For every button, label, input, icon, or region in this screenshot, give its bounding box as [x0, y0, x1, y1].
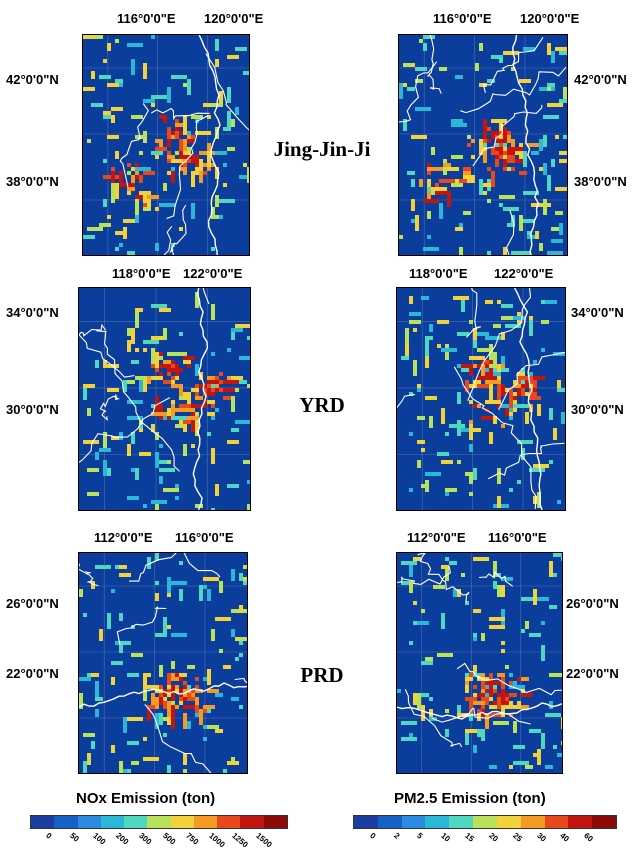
colorbar-swatch	[100, 816, 125, 828]
map-svg	[83, 35, 249, 255]
nox-colorbar	[30, 815, 288, 829]
colorbar-swatch	[31, 816, 55, 828]
colorbar-tick-label: 20	[487, 831, 500, 844]
emission-map	[78, 552, 248, 774]
colorbar-tick-label: 5	[415, 831, 425, 841]
emission-map	[396, 287, 566, 511]
map-svg	[79, 553, 247, 773]
lon-label: 116°0'0"E	[175, 530, 234, 545]
nox-colorbar-title: NOx Emission (ton)	[76, 790, 216, 807]
colorbar-tick-label: 2	[391, 831, 402, 841]
colorbar-swatch	[263, 816, 287, 828]
colorbar-swatch	[592, 816, 616, 828]
lat-label: 34°0'0"N	[6, 305, 59, 320]
colorbar-swatch	[473, 816, 497, 828]
lat-label: 42°0'0"N	[6, 72, 59, 87]
colorbar-swatch	[77, 816, 101, 828]
colorbar-tick-label: 300	[137, 831, 154, 847]
lat-label: 22°0'0"N	[566, 666, 619, 681]
nox-colorbar-ticks: 0 50 100 200 300 500 750 1000 1250 1500	[30, 829, 286, 853]
colorbar-swatch	[354, 816, 378, 828]
colorbar-swatch	[496, 816, 521, 828]
lon-label: 120°0'0"E	[204, 11, 264, 26]
map-svg	[79, 288, 250, 510]
lat-label: 26°0'0"N	[566, 596, 619, 611]
lon-label: 122°0'0"E	[494, 266, 554, 281]
colorbar-tick-label: 500	[160, 831, 177, 847]
colorbar-swatch	[170, 816, 194, 828]
colorbar-swatch	[425, 816, 450, 828]
colorbar-tick-label: 750	[184, 831, 201, 847]
colorbar-swatch	[449, 816, 474, 828]
pm25-colorbar-ticks: 0 2 5 10 15 20 25 30 40 60	[353, 829, 615, 853]
lat-label: 30°0'0"N	[571, 402, 624, 417]
lon-label: 112°0'0"E	[94, 530, 153, 545]
colorbar-tick-label: 0	[368, 831, 378, 841]
colorbar-tick-label: 25	[510, 831, 524, 844]
colorbar-tick-label: 1250	[230, 831, 251, 850]
colorbar-swatch	[124, 816, 148, 828]
colorbar-swatch	[568, 816, 593, 828]
emission-map	[396, 552, 563, 774]
emission-map	[78, 287, 251, 511]
colorbar-swatch	[377, 816, 402, 828]
lon-label: 116°0'0"E	[117, 11, 176, 26]
emission-map	[82, 34, 250, 256]
lat-label: 22°0'0"N	[6, 666, 59, 681]
pm25-colorbar	[353, 815, 617, 829]
colorbar-swatch	[520, 816, 545, 828]
colorbar-tick-label: 40	[558, 831, 572, 844]
map-svg	[399, 35, 567, 255]
lon-label: 118°0'0"E	[112, 266, 171, 281]
colorbar-tick-label: 30	[534, 831, 548, 844]
colorbar-swatch	[401, 816, 426, 828]
emission-map	[398, 34, 568, 256]
colorbar-swatch	[240, 816, 264, 828]
lat-label: 26°0'0"N	[6, 596, 59, 611]
region-label-yrd: YRD	[299, 393, 345, 417]
colorbar-tick-label: 60	[582, 831, 595, 844]
colorbar-swatch	[193, 816, 218, 828]
lon-label: 116°0'0"E	[488, 530, 547, 545]
colorbar-tick-label: 0	[44, 831, 54, 841]
lon-label: 118°0'0"E	[409, 266, 468, 281]
colorbar-tick-label: 200	[114, 831, 131, 847]
lat-label: 38°0'0"N	[6, 174, 59, 189]
colorbar-tick-label: 1500	[253, 831, 274, 850]
lon-label: 120°0'0"E	[520, 11, 580, 26]
colorbar-tick-label: 15	[463, 831, 476, 844]
lat-label: 42°0'0"N	[574, 72, 627, 87]
colorbar-tick-label: 50	[67, 831, 81, 844]
lon-label: 112°0'0"E	[407, 530, 466, 545]
colorbar-swatch	[544, 816, 569, 828]
pm25-colorbar-title: PM2.5 Emission (ton)	[394, 790, 546, 807]
colorbar-tick-label: 1000	[207, 831, 227, 850]
lat-label: 34°0'0"N	[571, 305, 624, 320]
region-label-prd: PRD	[300, 663, 344, 687]
colorbar-swatch	[147, 816, 171, 828]
lon-label: 122°0'0"E	[183, 266, 243, 281]
lon-label: 116°0'0"E	[433, 11, 492, 26]
map-svg	[397, 288, 565, 510]
region-label-jjj: Jing-Jin-Ji	[273, 137, 371, 161]
colorbar-tick-label: 100	[91, 831, 108, 847]
colorbar-swatch	[217, 816, 241, 828]
lat-label: 38°0'0"N	[574, 174, 627, 189]
colorbar-swatch	[54, 816, 78, 828]
lat-label: 30°0'0"N	[6, 402, 59, 417]
colorbar-tick-label: 10	[439, 831, 453, 844]
map-svg	[397, 553, 562, 773]
